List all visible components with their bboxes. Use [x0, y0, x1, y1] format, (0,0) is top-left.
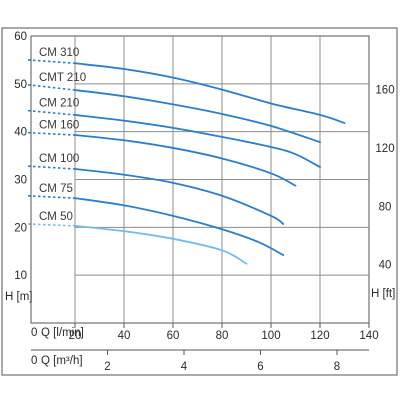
series-label: CMT 210	[39, 72, 86, 84]
series-curve	[74, 224, 248, 265]
y-left-tick-labels: 10 20 30 40 50 60	[14, 31, 27, 282]
series-label: CM 160	[39, 120, 79, 132]
y-left-tick-label: 40	[14, 127, 27, 139]
x-bottom-tick-labels: 2 4 6 8	[104, 350, 340, 373]
series-curve	[74, 89, 321, 144]
series-shutoff-dash	[27, 83, 76, 91]
x-top-tick-label: 120	[310, 330, 329, 342]
x-top-tick-label: 40	[118, 330, 131, 342]
grid	[74, 36, 369, 323]
series-curves	[74, 62, 346, 265]
x-bottom-tick-label: 4	[181, 361, 188, 373]
series-shutoff-dash	[27, 165, 76, 170]
series-shutoff-dash	[27, 194, 76, 199]
series-label: CM 310	[39, 47, 79, 59]
series-label: CM 50	[39, 211, 73, 223]
series-curve	[74, 62, 346, 124]
y-left-tick-label: 60	[14, 31, 27, 43]
series-curve	[74, 168, 285, 225]
series-shutoff-dash	[27, 59, 76, 65]
x-bottom-axis-title: Q [m³/h]	[41, 355, 83, 367]
x-top-origin-label: 0	[31, 327, 37, 339]
shut-off-dashes	[27, 59, 76, 227]
x-top-axis-title: Q [l/min]	[41, 327, 84, 339]
series-shutoff-dash	[27, 131, 76, 136]
y-left-tick-label: 20	[14, 222, 27, 234]
x-top-tick-label: 80	[216, 330, 229, 342]
x-top-tick-label: 20	[69, 330, 82, 342]
y-left-tick-label: 10	[14, 270, 27, 282]
y-right-tick-label: 80	[379, 201, 392, 213]
x-bottom-origin-label: 0	[31, 355, 37, 367]
y-right-axis-title: H [ft]	[371, 288, 395, 300]
series-curve	[74, 197, 285, 256]
series-curve	[74, 114, 321, 168]
series-shutoff-dash	[27, 109, 76, 116]
series-label: CM 210	[39, 98, 79, 110]
y-right-tick-labels: 40 80 120 160	[375, 85, 394, 272]
x-top-tick-label: 100	[261, 330, 280, 342]
figure-border	[1, 27, 398, 376]
y-right-tick-label: 120	[375, 143, 394, 155]
y-right-tick-label: 160	[375, 85, 394, 97]
x-bottom-tick-label: 2	[104, 361, 110, 373]
x-top-tick-label: 60	[167, 330, 180, 342]
x-top-tick-labels: 20 40 60 80 100 120 140	[69, 323, 379, 342]
y-left-axis-title: H [m]	[5, 291, 32, 303]
x-top-tick-label: 140	[359, 330, 378, 342]
series-shutoff-dash	[27, 223, 76, 227]
series-label: CM 75	[39, 183, 73, 195]
y-left-tick-label: 30	[14, 175, 27, 187]
y-right-tick-label: 40	[379, 260, 392, 272]
x-bottom-tick-label: 8	[334, 361, 340, 373]
y-left-tick-label: 50	[14, 79, 27, 91]
series-label: CM 100	[39, 153, 79, 165]
x-bottom-tick-label: 6	[257, 361, 263, 373]
series-labels: CM 310 CMT 210 CM 210 CM 160 CM 100 CM 75 CM 5…	[39, 47, 86, 223]
series-curve	[74, 134, 297, 187]
